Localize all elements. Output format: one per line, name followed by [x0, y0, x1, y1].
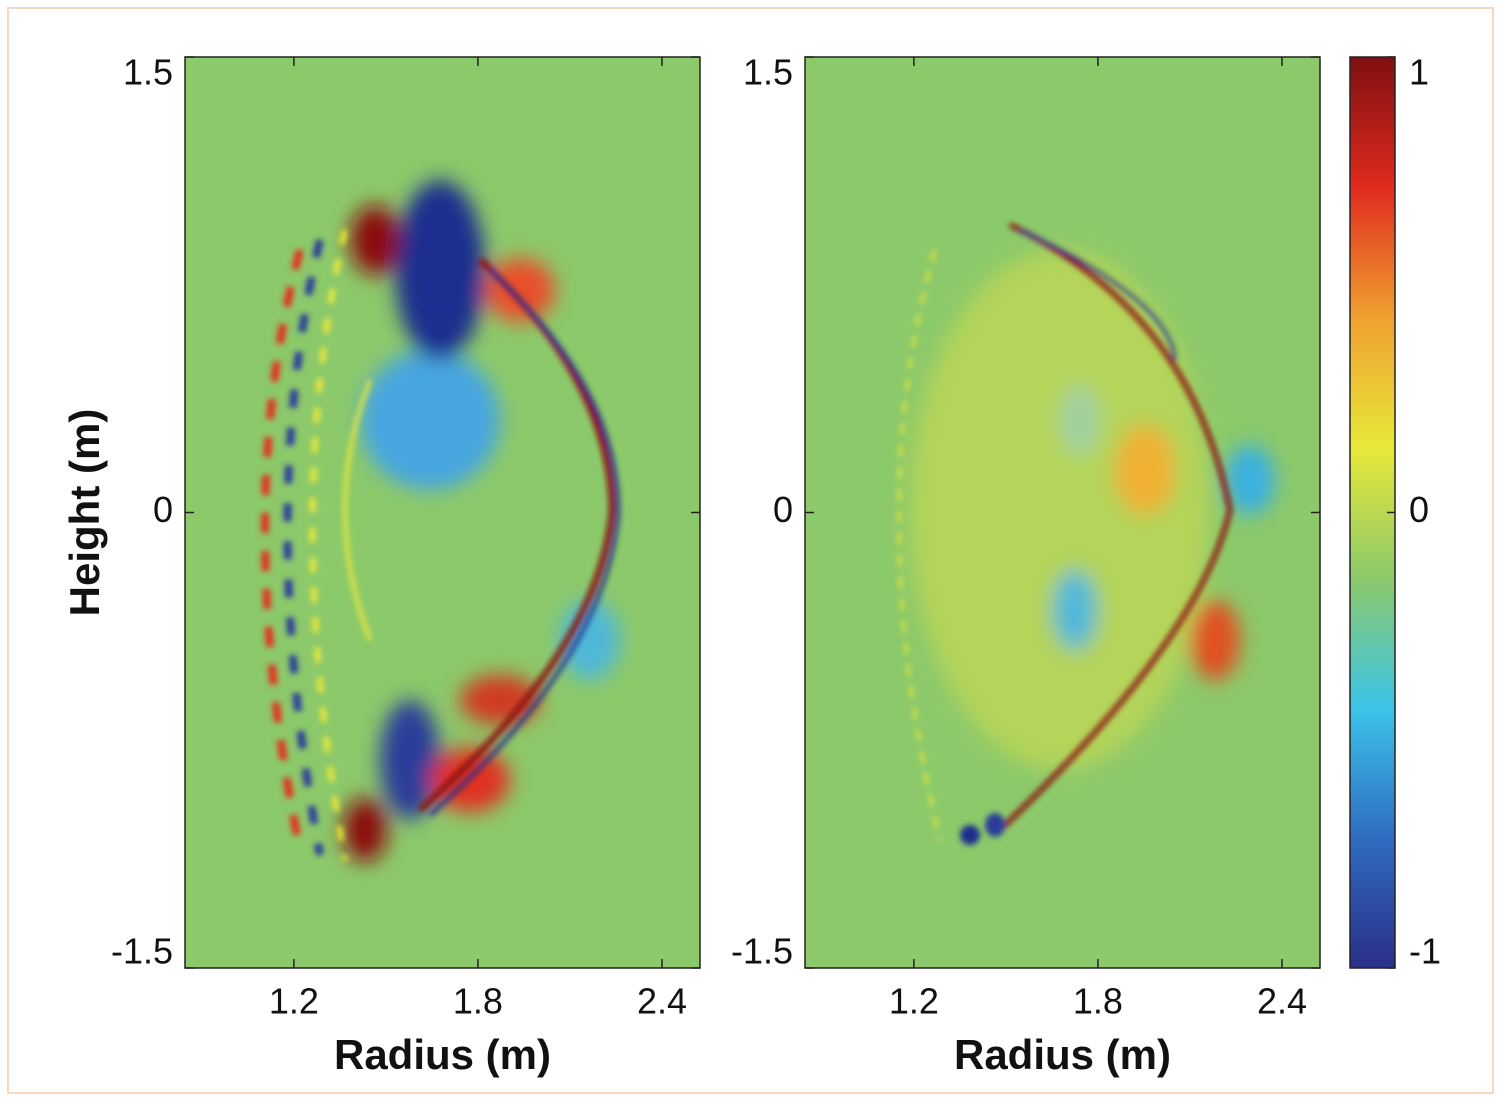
y-tick-label: 1.5 — [123, 52, 173, 93]
x-tick-label: 2.4 — [1257, 981, 1307, 1022]
y-axis-label: Height (m) — [61, 409, 108, 617]
field-right — [805, 57, 1320, 968]
y-tick-label: 0 — [773, 489, 793, 530]
x-tick-label: 1.8 — [1073, 981, 1123, 1022]
y-tick-label: 0 — [153, 489, 173, 530]
x-axis-label: Radius (m) — [954, 1031, 1171, 1078]
y-tick-label: -1.5 — [111, 931, 173, 972]
x-axis-label: Radius (m) — [334, 1031, 551, 1078]
colorbar-tick-label: -1 — [1409, 931, 1441, 972]
y-tick-label: 1.5 — [743, 52, 793, 93]
frame — [7, 7, 1494, 1094]
colorbar-tick-label: 1 — [1409, 52, 1429, 93]
colorbar-frame — [1349, 56, 1396, 969]
y-tick-label: -1.5 — [731, 931, 793, 972]
colorbar-tick-label: 0 — [1409, 489, 1429, 530]
x-tick-label: 1.2 — [889, 981, 939, 1022]
x-tick-label: 2.4 — [637, 981, 687, 1022]
x-tick-label: 1.8 — [453, 981, 503, 1022]
x-tick-label: 1.2 — [269, 981, 319, 1022]
field-left — [185, 57, 700, 968]
